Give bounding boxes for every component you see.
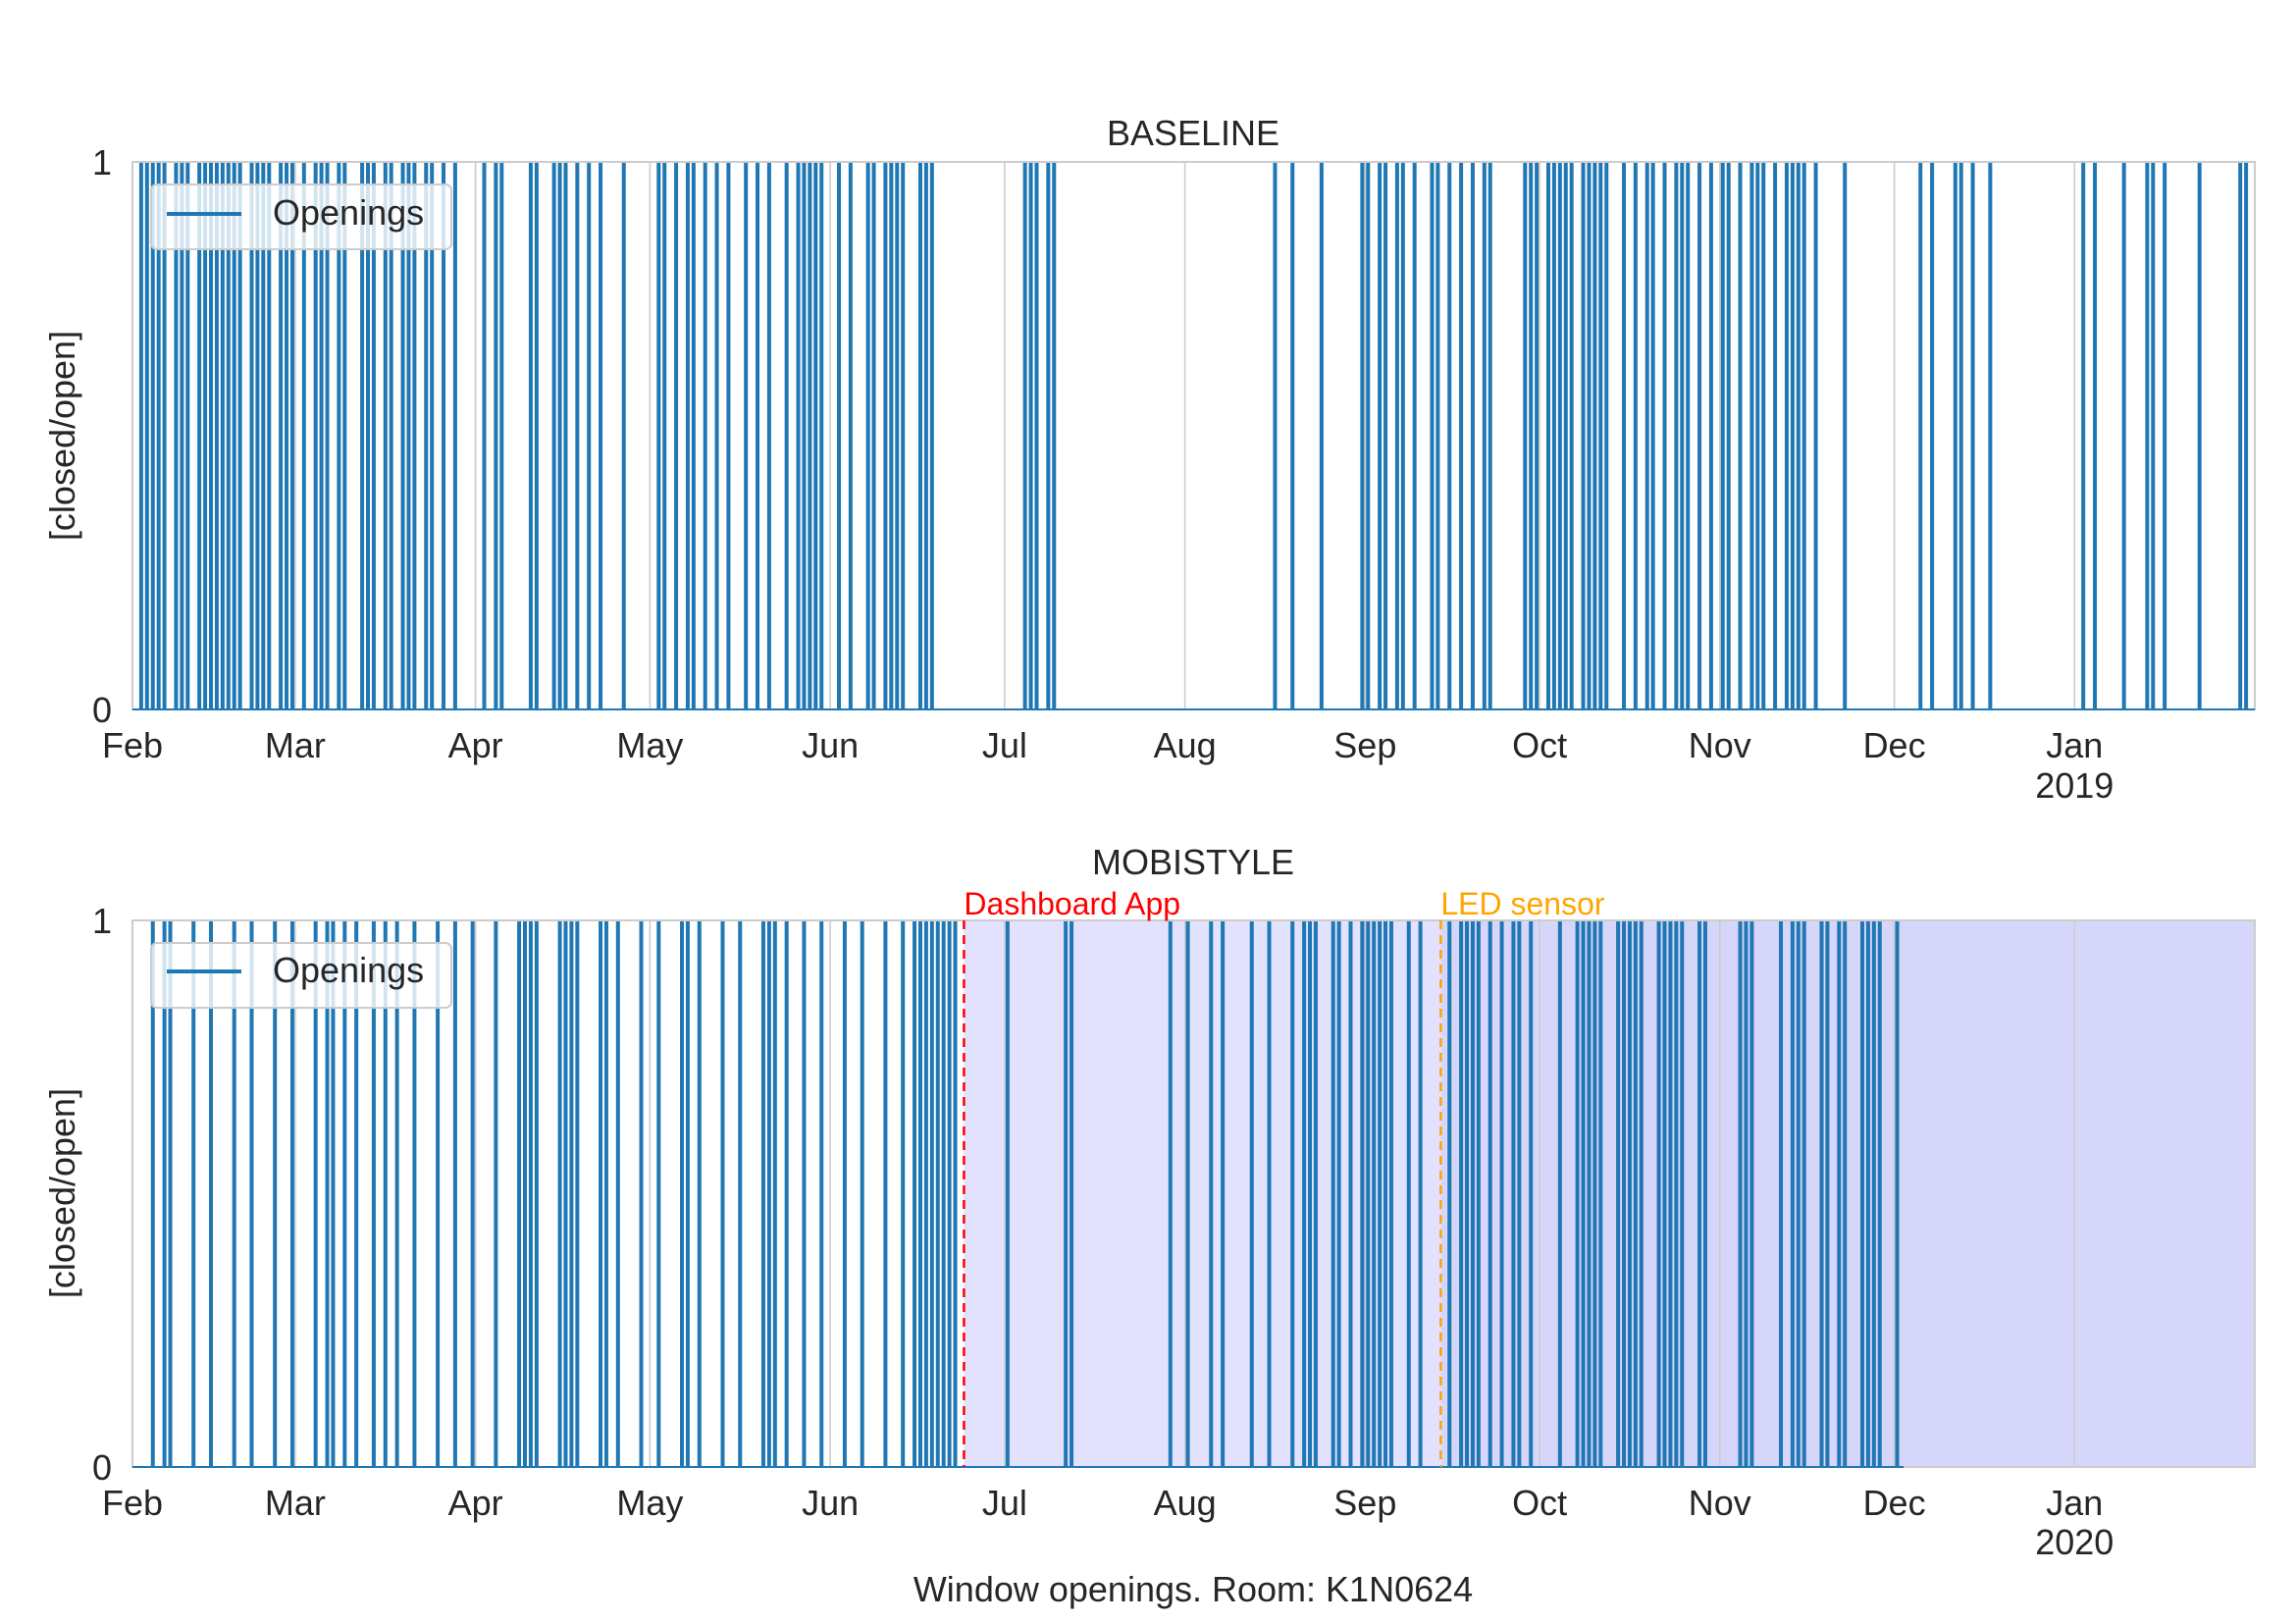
baseline-month-tick-label: Oct (1512, 725, 1567, 765)
mobistyle-month-tick-label: Oct (1512, 1483, 1567, 1523)
baseline-month-ticks: Feb Mar Apr May Jun Jul Aug Sep Oct Nov Dec Jan (102, 725, 2103, 765)
mobistyle-y-axis-label: [closed/open] (42, 1088, 82, 1298)
led-sensor-period-shading (1440, 920, 2255, 1467)
baseline-legend-box (150, 183, 452, 250)
baseline-month-tick-label: Aug (1154, 725, 1217, 765)
mobistyle-month-tick-label: Jun (802, 1483, 859, 1523)
mobistyle-gridlines (294, 920, 2076, 1467)
baseline-ytick-1: 1 (92, 142, 112, 183)
mobistyle-month-tick-label: Aug (1154, 1483, 1217, 1523)
mobistyle-month-ticks: Feb Mar Apr May Jun Jul Aug Sep Oct Nov Dec Jan (102, 1483, 2103, 1523)
mobistyle-month-tick-label: Jul (982, 1483, 1027, 1523)
baseline-month-tick-label: Sep (1333, 725, 1396, 765)
baseline-month-tick-label: Jul (982, 725, 1027, 765)
mobistyle-month-tick-label: Apr (448, 1483, 503, 1523)
baseline-month-tick-label: Jun (802, 725, 859, 765)
mobistyle-month-tick-label: Sep (1333, 1483, 1396, 1523)
mobistyle-legend-label: Openings (273, 950, 424, 990)
baseline-month-tick-label: Jan (2046, 725, 2103, 765)
baseline-month-tick-label: May (616, 725, 683, 765)
baseline-legend-label: Openings (273, 192, 424, 233)
baseline-title: BASELINE (1107, 113, 1279, 153)
baseline-legend: Openings (150, 183, 452, 250)
baseline-month-tick-label: Dec (1863, 725, 1926, 765)
mobistyle-month-tick-label: Feb (102, 1483, 163, 1523)
baseline-gridlines (294, 162, 2076, 709)
mobistyle-month-tick-label: Nov (1689, 1483, 1751, 1523)
mobistyle-legend: Openings (150, 942, 452, 1009)
dashboard-app-annotation: Dashboard App (964, 886, 1180, 921)
baseline-y-axis-label: [closed/open] (42, 331, 82, 541)
baseline-month-tick-label: Nov (1689, 725, 1751, 765)
mobistyle-legend-box (150, 942, 452, 1009)
mobistyle-month-tick-label: Jan (2046, 1483, 2103, 1523)
baseline-opening-bars (138, 162, 2249, 709)
mobistyle-ytick-0: 0 (92, 1447, 112, 1488)
baseline-year-label: 2019 (2035, 765, 2113, 806)
led-sensor-annotation: LED sensor (1440, 886, 1605, 921)
baseline-month-tick-label: Apr (448, 725, 503, 765)
mobistyle-title: MOBISTYLE (1092, 842, 1294, 882)
baseline-panel: BASELINE [closed/open] 1 0 Feb Mar Apr May J… (42, 113, 2256, 806)
mobistyle-month-tick-label: Mar (265, 1483, 326, 1523)
figure-caption: Window openings. Room: K1N0624 (913, 1569, 1473, 1609)
baseline-month-tick-label: Feb (102, 725, 163, 765)
mobistyle-month-tick-label: Dec (1863, 1483, 1926, 1523)
mobistyle-panel: Dashboard App LED sensor MOBISTYLE [clos… (42, 842, 2256, 1562)
mobistyle-ytick-1: 1 (92, 901, 112, 941)
mobistyle-year-label: 2020 (2035, 1522, 2113, 1562)
baseline-ytick-0: 0 (92, 690, 112, 730)
mobistyle-month-tick-label: May (616, 1483, 683, 1523)
baseline-month-tick-label: Mar (265, 725, 326, 765)
mobistyle-opening-bars (150, 920, 1900, 1467)
